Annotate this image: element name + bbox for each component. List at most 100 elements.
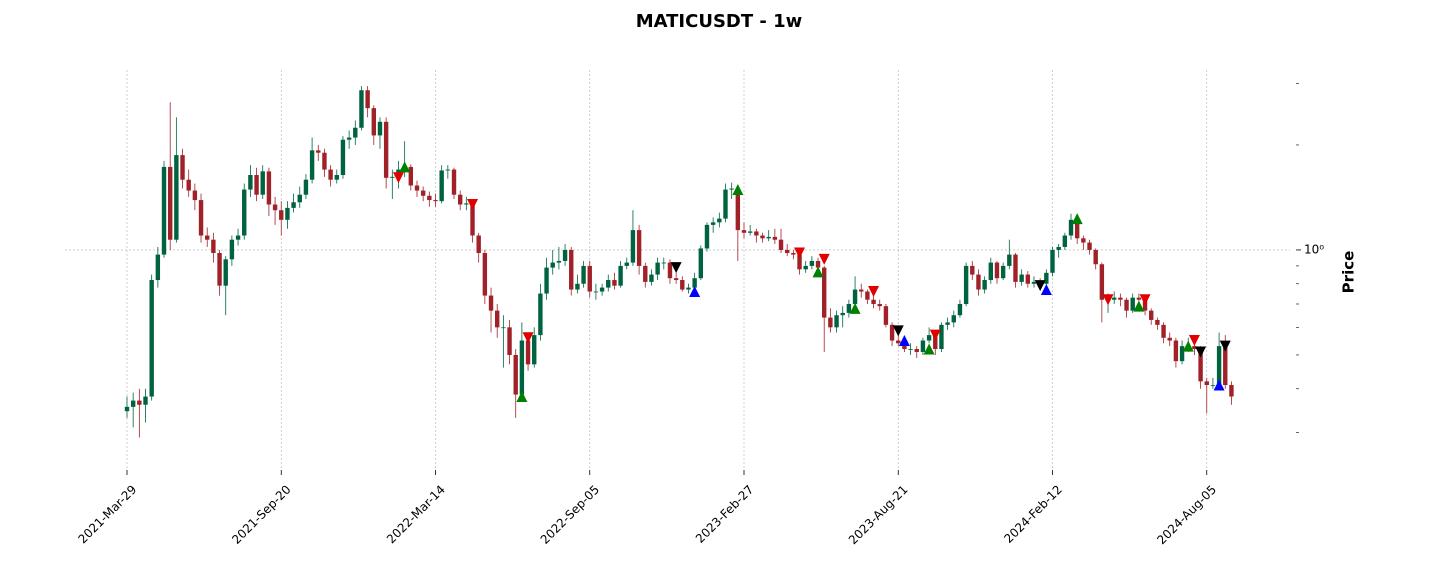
candle-body [383,121,389,178]
candle-body [1216,346,1222,386]
candle-body [1099,264,1105,300]
candle-body [865,291,870,300]
candle-body [1019,274,1024,282]
candle-body [902,343,907,350]
candle-body [1204,381,1209,386]
candle-body [519,340,525,395]
candle-body [433,200,438,202]
candle-body [896,340,901,344]
candle-body [322,152,327,170]
x-tick-label: 2022-Mar-14 [384,482,448,546]
candle-body [1031,281,1037,284]
signal-marker [849,302,861,314]
candle-body [877,303,882,307]
candle-body [729,188,734,190]
candle-body [692,278,697,288]
candle-body [309,150,315,180]
candle-body [772,236,778,240]
candle-body [303,179,309,195]
candle-body [192,190,198,201]
candle-body [186,179,191,191]
candle-body [439,170,444,202]
candle-body [377,121,383,136]
signal-marker [868,286,880,298]
signal-marker [670,262,682,274]
candle-body [735,188,741,231]
candle-body [544,267,549,294]
candle-body [920,340,926,352]
candle-body [285,207,290,220]
candle-body [124,406,130,412]
candle-body [976,274,981,290]
signal-marker [1139,294,1151,306]
candle-body [1081,238,1086,243]
signal-marker [732,184,744,196]
signal-marker [1034,280,1046,292]
signal-marker [929,329,941,341]
candle-body [1223,346,1228,386]
x-tick-label: 2024-Feb-12 [1001,482,1064,545]
candle-body [507,327,512,355]
candle-body [235,235,241,240]
candle-body [180,155,185,180]
candle-body [587,265,592,292]
candle-body [1198,349,1203,382]
signal-marker [1133,300,1145,312]
x-tick-label: 2023-Feb-27 [693,482,756,545]
candle-body [840,312,845,316]
candle-body [211,239,216,254]
candle-body [649,274,654,282]
candle-body [1000,265,1006,279]
candle-body [316,150,321,153]
y-tick-label: 10⁰ [1304,242,1324,256]
candle-body [1025,274,1031,284]
candle-body [636,230,642,266]
signal-marker [1219,340,1231,352]
candle-body [606,280,611,288]
candle-body [828,317,833,328]
candle-body [1124,299,1129,311]
x-tick-label: 2022-Sep-05 [538,482,602,546]
candle-body [926,335,932,341]
signal-marker [1102,294,1114,306]
candle-body [242,189,247,236]
candle-body [408,166,414,186]
candle-body [945,322,950,325]
candle-body [130,400,136,407]
candle-body [883,306,889,325]
candle-body [686,287,691,290]
signal-marker [812,266,824,278]
candle-body [167,166,173,240]
candle-body [778,239,784,250]
candle-body [538,293,543,336]
candle-body [673,278,679,281]
candle-body [174,155,179,240]
candle-body [655,262,660,275]
candle-body [791,253,796,255]
x-tick-label: 2023-Aug-21 [846,482,911,547]
candle-body [797,254,802,270]
candle-body [1056,246,1061,250]
candle-body [618,265,623,286]
candle-body [1167,337,1172,341]
candle-body [939,324,944,350]
candle-body [1149,310,1154,320]
candle-body [994,262,1000,279]
candle-body [161,166,167,255]
candle-body [525,340,531,365]
candle-body [457,194,463,205]
candle-body [346,137,352,140]
candle-body [951,315,956,323]
candle-body [803,265,808,270]
candle-body [420,190,426,196]
x-tick-label: 2021-Sep-20 [229,482,293,546]
signal-marker [1195,346,1207,358]
candle-body [988,262,993,281]
candle-body [581,265,586,284]
candle-body [328,169,333,180]
candle-body [624,262,629,266]
candle-body [612,280,617,286]
candle-body [488,295,494,311]
y-axis-label: Price [1340,251,1358,294]
candle-body [1130,297,1135,311]
